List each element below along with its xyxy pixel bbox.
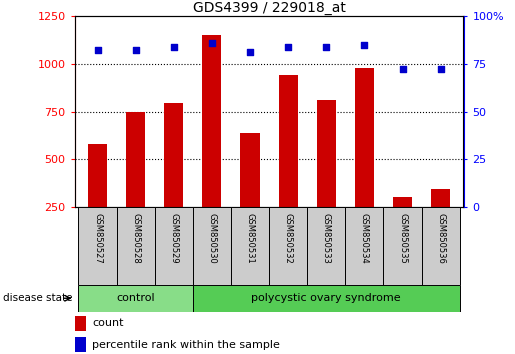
Text: GSM850536: GSM850536 bbox=[436, 212, 445, 263]
Bar bbox=[384, 207, 422, 285]
Bar bbox=[75, 337, 87, 352]
Bar bbox=[317, 100, 336, 255]
Bar bbox=[431, 189, 450, 255]
Text: GSM850528: GSM850528 bbox=[131, 212, 140, 263]
Text: GSM850535: GSM850535 bbox=[398, 212, 407, 263]
Bar bbox=[78, 285, 193, 312]
Bar bbox=[126, 112, 145, 255]
Bar bbox=[422, 207, 460, 285]
Bar bbox=[355, 68, 374, 255]
Text: GSM850529: GSM850529 bbox=[169, 212, 178, 263]
Point bbox=[246, 50, 254, 55]
Text: GSM850530: GSM850530 bbox=[208, 212, 216, 263]
Text: percentile rank within the sample: percentile rank within the sample bbox=[92, 339, 280, 350]
Text: GSM850532: GSM850532 bbox=[284, 212, 293, 263]
Point bbox=[437, 67, 445, 72]
Point bbox=[360, 42, 369, 47]
Point bbox=[284, 44, 293, 49]
Bar bbox=[193, 207, 231, 285]
Bar bbox=[78, 207, 116, 285]
Bar bbox=[269, 207, 307, 285]
Title: GDS4399 / 229018_at: GDS4399 / 229018_at bbox=[193, 1, 346, 15]
Text: GSM850527: GSM850527 bbox=[93, 212, 102, 263]
Bar bbox=[88, 144, 107, 255]
Bar bbox=[75, 316, 87, 331]
Text: count: count bbox=[92, 318, 124, 329]
Text: GSM850533: GSM850533 bbox=[322, 212, 331, 263]
Point bbox=[169, 44, 178, 49]
Point bbox=[93, 47, 101, 53]
Point bbox=[399, 67, 407, 72]
Point bbox=[208, 40, 216, 46]
Text: control: control bbox=[116, 293, 155, 303]
Bar bbox=[307, 207, 346, 285]
Bar bbox=[346, 207, 384, 285]
Bar bbox=[393, 196, 412, 255]
Bar bbox=[241, 132, 260, 255]
Point bbox=[322, 44, 331, 49]
Bar bbox=[116, 207, 154, 285]
Text: GSM850534: GSM850534 bbox=[360, 212, 369, 263]
Bar bbox=[164, 103, 183, 255]
Text: polycystic ovary syndrome: polycystic ovary syndrome bbox=[251, 293, 401, 303]
Point bbox=[131, 47, 140, 53]
Bar bbox=[193, 285, 460, 312]
Bar bbox=[231, 207, 269, 285]
Text: GSM850531: GSM850531 bbox=[246, 212, 254, 263]
Text: disease state: disease state bbox=[3, 293, 72, 303]
Bar bbox=[279, 75, 298, 255]
Bar bbox=[154, 207, 193, 285]
Bar bbox=[202, 35, 221, 255]
